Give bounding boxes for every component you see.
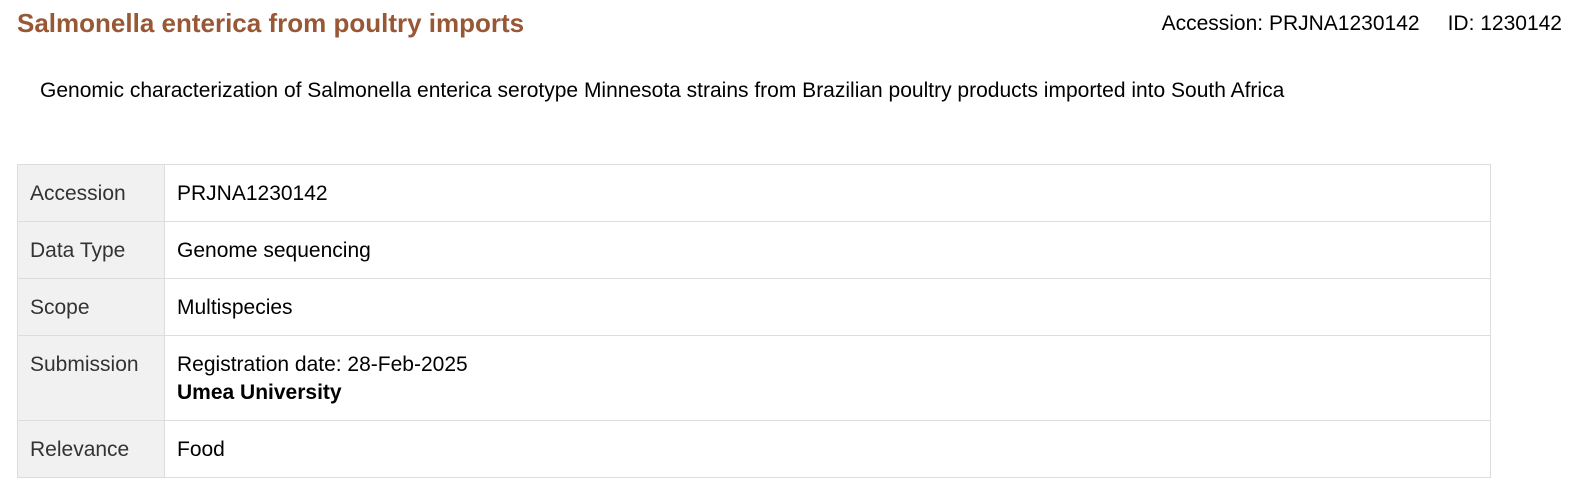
page-title: Salmonella enterica from poultry imports <box>17 8 525 38</box>
relevance-label: Relevance <box>17 420 165 478</box>
accession-identifier: Accession: PRJNA1230142 <box>1161 12 1420 35</box>
id-identifier: ID: 1230142 <box>1447 12 1562 35</box>
relevance-value: Food <box>164 420 1491 478</box>
identifiers: Accession: PRJNA1230142 ID: 1230142 <box>1162 12 1562 36</box>
submission-value: Registration date: 28-Feb-2025 Umea Univ… <box>164 335 1491 421</box>
table-row-relevance: Relevance Food <box>17 420 1491 478</box>
table-row-accession: Accession PRJNA1230142 <box>17 164 1491 222</box>
table-row-data-type: Data Type Genome sequencing <box>17 221 1491 279</box>
project-details-table: Accession PRJNA1230142 Data Type Genome … <box>17 164 1491 478</box>
table-row-scope: Scope Multispecies <box>17 278 1491 336</box>
data-type-label: Data Type <box>17 221 165 279</box>
accession-label: Accession <box>17 164 165 222</box>
submitting-organization: Umea University <box>177 381 342 404</box>
submission-label: Submission <box>17 335 165 421</box>
project-description: Genomic characterization of Salmonella e… <box>40 79 1285 102</box>
data-type-value: Genome sequencing <box>164 221 1491 279</box>
scope-label: Scope <box>17 278 165 336</box>
accession-value: PRJNA1230142 <box>164 164 1491 222</box>
registration-date: Registration date: 28-Feb-2025 <box>177 353 468 376</box>
scope-value: Multispecies <box>164 278 1491 336</box>
table-row-submission: Submission Registration date: 28-Feb-202… <box>17 335 1491 421</box>
